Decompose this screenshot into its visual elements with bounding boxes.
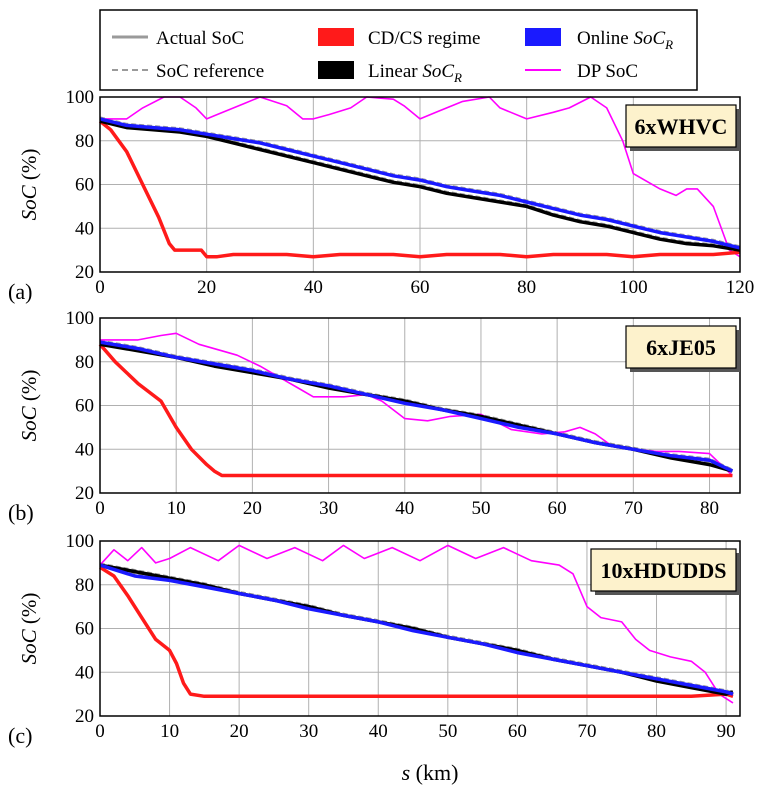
x-tick-label: 60 bbox=[508, 721, 527, 742]
cycle-badge-label: 6xJE05 bbox=[646, 335, 716, 360]
series-dp bbox=[99, 544, 734, 704]
series-cdcs bbox=[98, 119, 741, 259]
x-tick-label: 0 bbox=[95, 721, 105, 742]
panel-letter: (a) bbox=[8, 279, 32, 304]
legend: Actual SoC SoC reference CD/CS regime Li… bbox=[99, 9, 698, 91]
x-tick-label: 60 bbox=[548, 498, 567, 519]
legend-frame bbox=[99, 9, 698, 91]
y-axis-label: SoC (%) bbox=[17, 149, 41, 221]
legend-label-ref: SoC reference bbox=[156, 61, 264, 82]
x-tick-label: 0 bbox=[95, 277, 105, 298]
y-tick-label: 40 bbox=[75, 439, 94, 460]
legend-label-cdcs: CD/CS regime bbox=[368, 28, 480, 49]
series-ref-online bbox=[99, 116, 741, 247]
x-tick-label: 70 bbox=[624, 498, 643, 519]
legend-label-online: Online SoCR bbox=[577, 28, 673, 52]
x-tick-label: 20 bbox=[243, 498, 262, 519]
y-tick-label: 80 bbox=[75, 131, 94, 152]
y-tick-label: 20 bbox=[75, 706, 94, 727]
x-tick-label: 50 bbox=[471, 498, 490, 519]
y-tick-label: 40 bbox=[75, 218, 94, 239]
series-online bbox=[99, 117, 741, 250]
y-tick-label: 60 bbox=[75, 175, 94, 196]
legend-label-actual: Actual SoC bbox=[156, 28, 244, 49]
x-tick-label: 20 bbox=[197, 277, 216, 298]
series-ref-linear bbox=[99, 341, 733, 470]
y-tick-label: 60 bbox=[75, 396, 94, 417]
y-tick-label: 20 bbox=[75, 483, 94, 504]
x-tick-label: 80 bbox=[517, 277, 536, 298]
series-cdcs bbox=[99, 565, 734, 699]
series-online bbox=[99, 563, 734, 696]
y-tick-label: 60 bbox=[75, 619, 94, 640]
x-axis-label: s (km) bbox=[402, 760, 459, 785]
panel-letter: (b) bbox=[8, 500, 34, 525]
series-linear bbox=[99, 119, 741, 252]
x-tick-label: 80 bbox=[700, 498, 719, 519]
cycle-badge bbox=[625, 325, 737, 369]
y-tick-label: 20 bbox=[75, 262, 94, 283]
x-tick-label: 90 bbox=[717, 721, 736, 742]
x-tick-label: 80 bbox=[647, 721, 666, 742]
y-axis-label: SoC (%) bbox=[17, 370, 41, 442]
series-cdcs bbox=[98, 343, 733, 478]
x-tick-label: 40 bbox=[304, 277, 323, 298]
cycle-badge bbox=[590, 548, 737, 592]
x-tick-label: 70 bbox=[577, 721, 596, 742]
cycle-badge-label: 10xHDUDDS bbox=[601, 558, 727, 583]
x-tick-label: 0 bbox=[95, 498, 105, 519]
series-dp bbox=[100, 96, 741, 258]
x-tick-label: 120 bbox=[726, 277, 755, 298]
x-tick-label: 30 bbox=[319, 498, 338, 519]
legend-label-linear: Linear SoCR bbox=[368, 61, 462, 85]
y-tick-label: 40 bbox=[75, 662, 94, 683]
x-tick-label: 10 bbox=[167, 498, 186, 519]
y-tick-label: 100 bbox=[66, 531, 95, 552]
legend-label-dp: DP SoC bbox=[577, 61, 638, 82]
legend-swatch-online bbox=[525, 28, 561, 46]
x-tick-label: 40 bbox=[395, 498, 414, 519]
x-tick-label: 10 bbox=[160, 721, 179, 742]
x-tick-label: 30 bbox=[299, 721, 318, 742]
cycle-badge-label: 6xWHVC bbox=[635, 114, 728, 139]
y-tick-label: 80 bbox=[75, 352, 94, 373]
x-tick-label: 60 bbox=[411, 277, 430, 298]
panel-1: 20 40 60 80 100 0 10 20 30 40 50 60 70 80 SoC (%) (b) 6x… bbox=[8, 308, 741, 525]
x-tick-label: 50 bbox=[438, 721, 457, 742]
y-tick-label: 80 bbox=[75, 575, 94, 596]
panel-2: 20 40 60 80 100 0 10 20 30 40 50 60 70 80 90 SoC (%) (c)… bbox=[8, 531, 741, 748]
legend-swatch-cdcs bbox=[318, 28, 354, 46]
x-tick-label: 20 bbox=[230, 721, 249, 742]
plot-frame bbox=[99, 96, 741, 273]
panel-letter: (c) bbox=[8, 723, 32, 748]
plot-frame bbox=[99, 317, 741, 494]
y-tick-label: 100 bbox=[66, 87, 95, 108]
plot-frame bbox=[99, 540, 741, 717]
cycle-badge bbox=[625, 104, 737, 148]
x-tick-label: 100 bbox=[619, 277, 648, 298]
x-tick-label: 40 bbox=[369, 721, 388, 742]
series-online bbox=[99, 340, 734, 473]
y-tick-label: 100 bbox=[66, 308, 95, 329]
legend-swatch-linear bbox=[318, 61, 354, 79]
y-axis-label: SoC (%) bbox=[17, 593, 41, 665]
